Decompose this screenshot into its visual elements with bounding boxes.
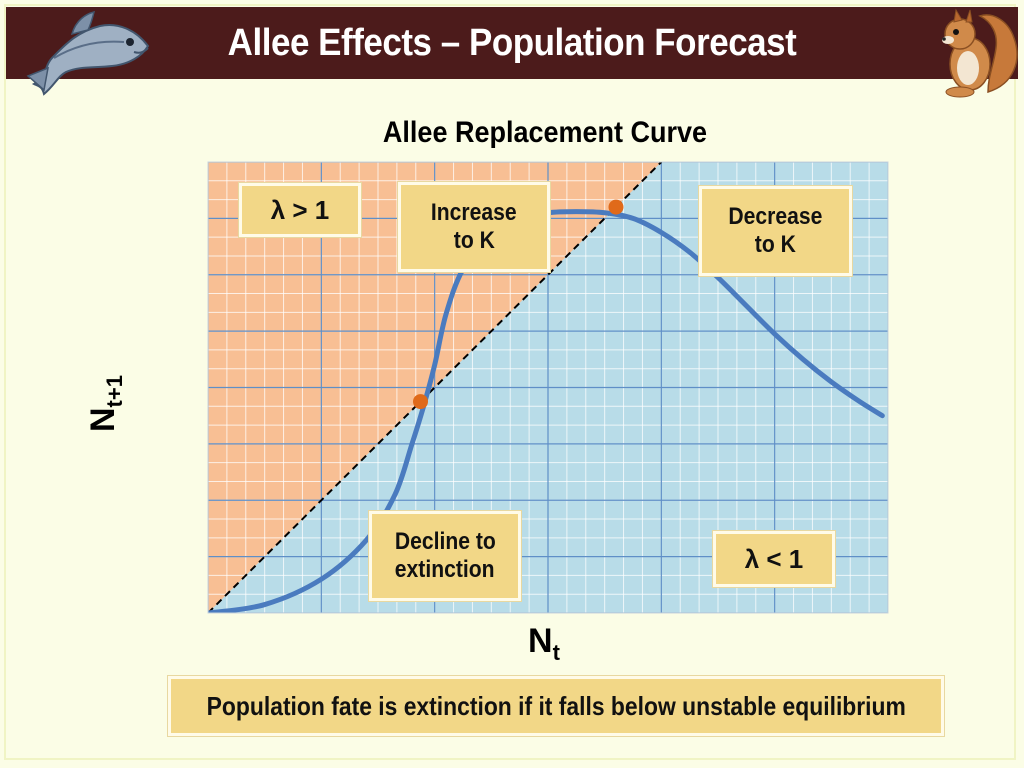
squirrel-icon	[942, 8, 1018, 98]
increase-to-k-callout: Increase to K	[398, 182, 550, 272]
decrease-line-1: Decrease	[728, 203, 823, 230]
lambda-greater-label: λ > 1	[270, 194, 330, 225]
decrease-to-k-callout: Decrease to K	[699, 186, 852, 276]
y-axis-label: Nt+1	[84, 352, 164, 432]
decrease-line-2: to K	[754, 231, 797, 258]
y-axis-label-sub: t+1	[102, 375, 127, 408]
increase-line-2: to K	[453, 227, 495, 254]
title-bar	[6, 7, 1018, 79]
stable-equilibrium-point	[608, 199, 624, 215]
x-axis-label-main: N	[528, 622, 553, 660]
x-axis-label-sub: t	[552, 640, 560, 665]
decline-to-extinction-callout: Decline to extinction	[369, 511, 521, 601]
fish-icon	[26, 10, 150, 96]
footer-note: Population fate is extinction if it fall…	[168, 676, 944, 736]
slide-title: Allee Effects – Population Forecast	[227, 22, 797, 64]
footer-text: Population fate is extinction if it fall…	[206, 690, 906, 721]
y-axis-label-main: N	[84, 407, 122, 432]
slide-frame	[4, 4, 1016, 760]
lambda-greater-callout: λ > 1	[239, 183, 361, 237]
plot-border	[207, 161, 889, 614]
decline-line-1: Decline to	[394, 528, 496, 555]
decline-line-2: extinction	[395, 556, 495, 583]
increase-line-1: Increase	[431, 199, 517, 226]
lambda-less-callout: λ < 1	[713, 531, 835, 587]
lambda-less-label: λ < 1	[744, 543, 804, 574]
unstable-equilibrium-point	[413, 394, 428, 410]
chart-title: Allee Replacement Curve	[382, 116, 708, 149]
x-axis-label: Nt	[528, 622, 560, 666]
equilibrium-points	[413, 199, 624, 410]
replacement-line	[208, 162, 663, 613]
